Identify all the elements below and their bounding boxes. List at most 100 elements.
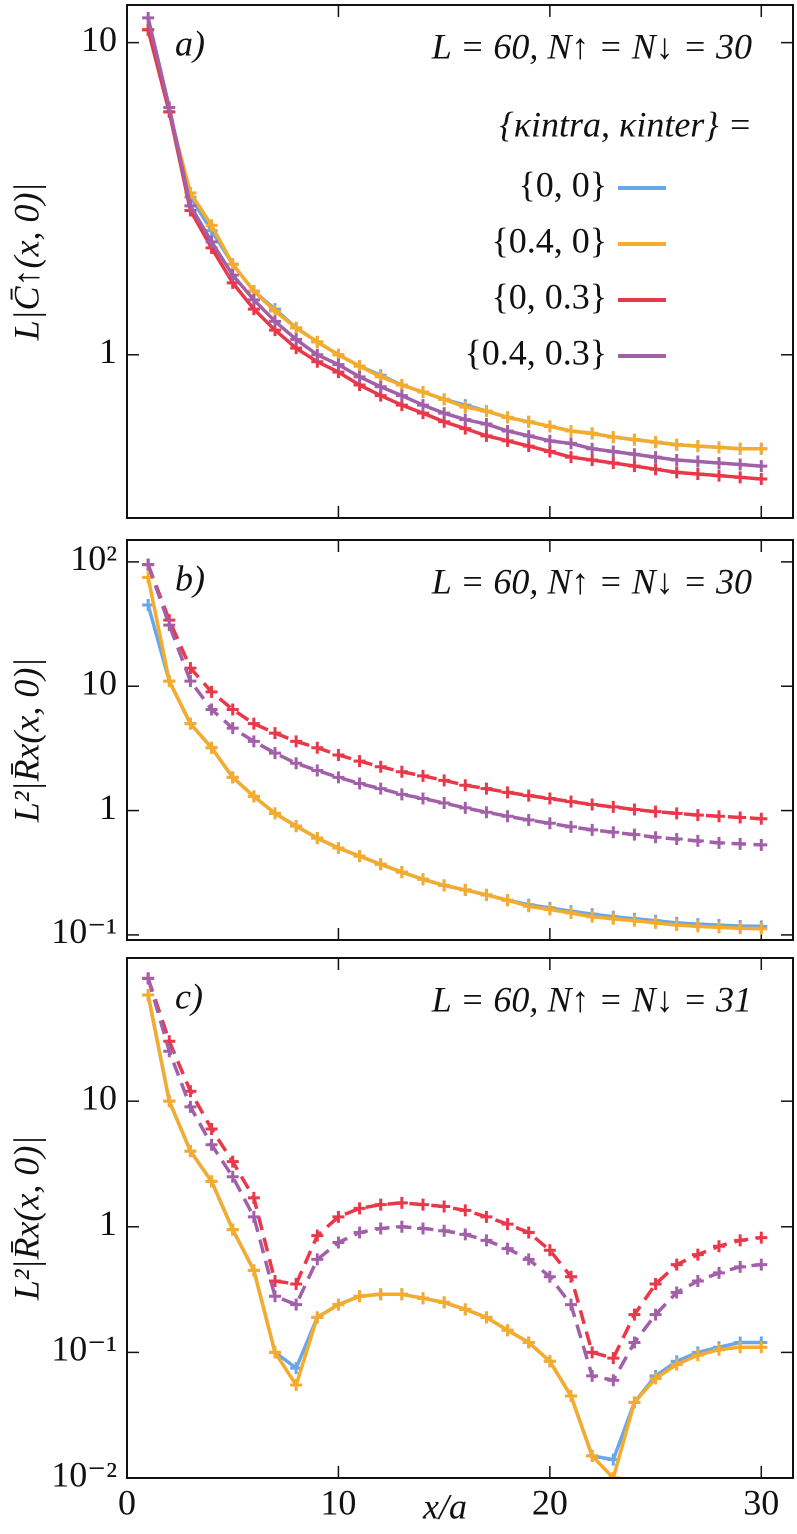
marker (142, 11, 155, 24)
marker (311, 335, 324, 348)
marker (691, 920, 704, 933)
marker (247, 790, 260, 803)
marker (607, 912, 620, 925)
marker (628, 1336, 641, 1349)
marker (226, 1155, 239, 1168)
marker (142, 972, 155, 985)
marker (649, 916, 662, 929)
marker (332, 1210, 345, 1223)
marker (586, 1369, 599, 1382)
marker (311, 1229, 324, 1242)
marker (713, 457, 725, 470)
y-tick-label: 10 (81, 662, 117, 702)
marker (290, 757, 303, 770)
marker (226, 1223, 239, 1236)
marker (628, 1396, 641, 1409)
marker (438, 879, 451, 892)
marker (670, 454, 683, 467)
marker (670, 807, 683, 820)
marker (543, 1355, 556, 1368)
marker (353, 850, 366, 863)
marker (607, 1374, 620, 1387)
marker (522, 415, 535, 428)
annotation: L = 60, N↑ = N↓ = 31 (431, 979, 752, 1019)
marker (353, 1226, 366, 1239)
marker (459, 1303, 472, 1316)
marker (269, 305, 281, 318)
marker (438, 797, 451, 810)
marker (205, 1138, 218, 1151)
marker (247, 735, 260, 748)
marker (480, 888, 493, 901)
marker (713, 921, 725, 934)
series-line (146, 17, 762, 468)
marker (649, 451, 662, 464)
series-line (146, 604, 762, 929)
marker (247, 717, 260, 730)
panel-label: a) (175, 23, 205, 63)
marker (670, 1286, 683, 1299)
marker (734, 1341, 747, 1354)
marker (417, 385, 429, 398)
marker (565, 795, 577, 808)
marker (353, 1202, 366, 1215)
marker (607, 800, 620, 813)
marker (628, 914, 641, 927)
y-tick-label: 10⁻¹ (51, 1329, 117, 1369)
marker (184, 1085, 197, 1098)
marker (501, 894, 514, 907)
series-line (146, 577, 762, 931)
marker (607, 431, 620, 444)
marker (459, 413, 472, 426)
marker (565, 424, 577, 437)
marker (586, 1346, 599, 1359)
marker (607, 1472, 620, 1478)
series-line (146, 564, 762, 821)
marker (480, 405, 493, 418)
marker (628, 433, 641, 446)
marker (691, 809, 704, 822)
marker (459, 801, 472, 814)
marker (290, 333, 303, 346)
marker (395, 379, 408, 392)
marker (332, 1298, 345, 1311)
marker (417, 873, 429, 886)
marker (691, 468, 704, 481)
marker (290, 1278, 303, 1291)
marker (543, 792, 556, 805)
marker (691, 834, 704, 847)
y-tick-label: 10² (70, 538, 117, 578)
marker (755, 442, 768, 455)
axes-frame (126, 957, 794, 1479)
marker (649, 436, 662, 449)
marker (586, 910, 599, 923)
marker (417, 399, 429, 412)
series-line (146, 29, 762, 451)
marker (374, 858, 387, 871)
marker (311, 1253, 324, 1266)
marker (332, 1236, 345, 1249)
marker (501, 1242, 514, 1255)
annotation: L = 60, N↑ = N↓ = 30 (431, 561, 752, 601)
marker (755, 838, 768, 851)
marker (543, 817, 556, 830)
marker (247, 1191, 260, 1204)
marker (734, 1260, 747, 1273)
marker (395, 788, 408, 801)
marker (734, 442, 747, 455)
marker (438, 1200, 451, 1213)
marker (269, 727, 281, 740)
series-line (146, 994, 762, 1478)
annotation: L = 60, N↑ = N↓ = 30 (431, 26, 752, 66)
marker (649, 831, 662, 844)
marker (395, 389, 408, 402)
legend-label: {0.4, 0} (491, 220, 607, 260)
marker (438, 393, 451, 406)
marker (438, 1296, 451, 1309)
marker (713, 836, 725, 849)
marker (480, 782, 493, 795)
marker (395, 1220, 408, 1233)
marker (205, 1175, 218, 1188)
marker (226, 771, 239, 784)
